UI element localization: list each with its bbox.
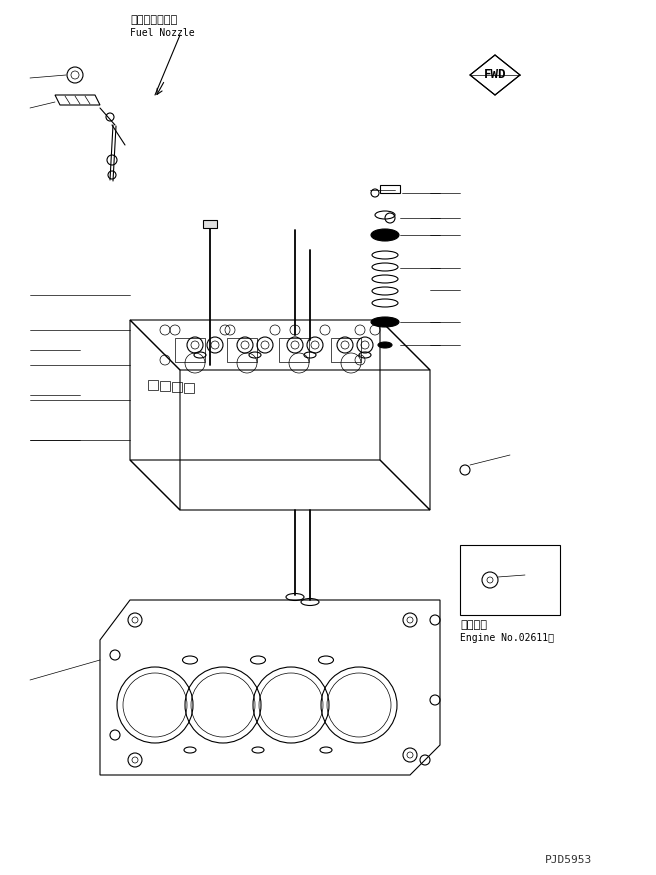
Bar (279, 338, 309, 362)
Text: 適用号機: 適用号機 (460, 620, 487, 630)
Ellipse shape (371, 317, 399, 327)
Bar (203, 220, 217, 228)
Bar (175, 338, 205, 362)
Bar (460, 545, 560, 615)
Text: フェエルノズル: フェエルノズル (130, 15, 177, 25)
Bar (227, 338, 257, 362)
Ellipse shape (371, 229, 399, 241)
Text: Fuel Nozzle: Fuel Nozzle (130, 28, 195, 38)
Text: Engine No.02611～: Engine No.02611～ (460, 633, 554, 643)
Ellipse shape (378, 342, 392, 348)
Text: PJD5953: PJD5953 (545, 855, 592, 865)
Text: FWD: FWD (483, 68, 506, 81)
Bar (380, 185, 400, 193)
Bar (331, 338, 361, 362)
